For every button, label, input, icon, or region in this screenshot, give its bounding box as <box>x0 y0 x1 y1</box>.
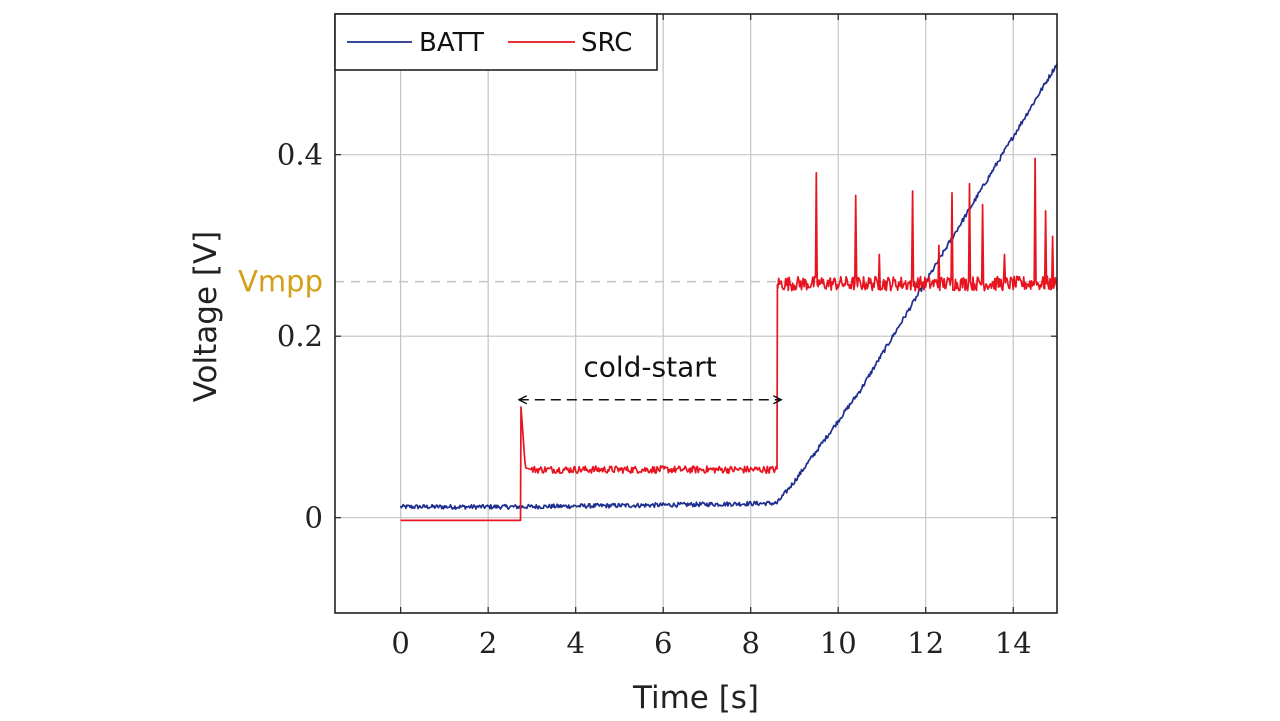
x-tick-label: 6 <box>654 626 672 660</box>
legend-label-batt: BATT <box>419 28 484 58</box>
legend: BATT SRC <box>334 13 658 71</box>
y-axis-label: Voltage [V] <box>188 231 224 403</box>
x-axis-label: Time [s] <box>632 680 759 716</box>
y-tick-label: 0 <box>305 501 323 535</box>
x-tick-label: 2 <box>479 626 497 660</box>
grid <box>335 14 1057 613</box>
series-line-batt <box>399 63 1058 510</box>
cold-start-label: cold-start <box>583 351 716 384</box>
x-tick-label: 4 <box>566 626 584 660</box>
vmpp-label: Vmpp <box>238 265 323 299</box>
y-tick-label: 0.2 <box>277 319 323 353</box>
annotations: cold-start <box>519 351 782 400</box>
x-tick-label: 14 <box>995 626 1032 660</box>
reference-lines: Vmpp <box>238 265 1057 299</box>
series-layer <box>399 63 1058 522</box>
x-tick-label: 8 <box>741 626 759 660</box>
x-tick-label: 10 <box>820 626 857 660</box>
tick-labels: 0 2 4 6 8 10 12 14 0 0.2 0.4 <box>277 14 1057 660</box>
y-tick-label: 0.4 <box>277 138 323 172</box>
series-line-src <box>400 157 1058 522</box>
plot-frame <box>334 13 1058 614</box>
legend-label-src: SRC <box>581 28 632 58</box>
x-tick-label: 0 <box>391 626 409 660</box>
x-tick-label: 12 <box>907 626 944 660</box>
